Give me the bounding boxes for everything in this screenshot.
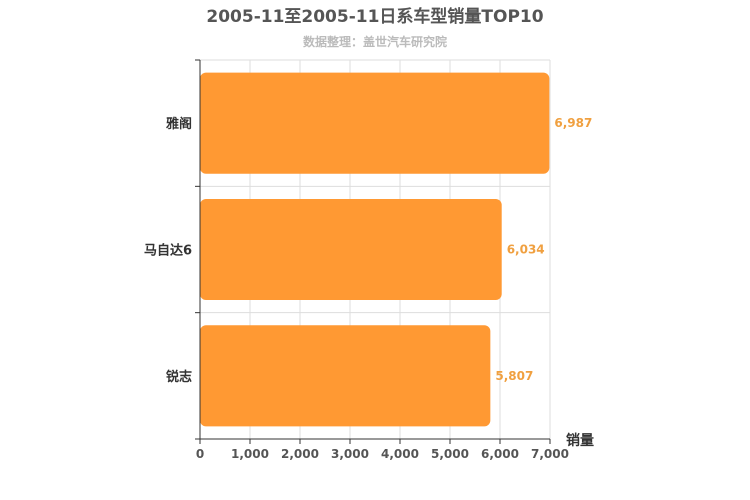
chart-title: 2005-11至2005-11日系车型销量TOP10 bbox=[206, 6, 543, 27]
category-label: 雅阁 bbox=[166, 116, 192, 132]
axes bbox=[195, 59, 550, 440]
x-tick-label: 1,000 bbox=[231, 447, 269, 461]
x-tick-label: 0 bbox=[196, 447, 204, 461]
category-label: 锐志 bbox=[166, 369, 192, 385]
x-tick-label: 4,000 bbox=[381, 447, 419, 461]
x-tick-label: 3,000 bbox=[331, 447, 369, 461]
value-label: 6,034 bbox=[507, 243, 545, 257]
x-tick-label: 2,000 bbox=[281, 447, 319, 461]
bar bbox=[200, 198, 502, 301]
bar bbox=[200, 325, 491, 427]
x-axis-label: 销量 bbox=[566, 432, 594, 449]
chart-subtitle: 数据整理：盖世汽车研究院 bbox=[303, 34, 447, 49]
bars: 6,987 6,034 5,807 bbox=[200, 72, 592, 427]
x-tick-label: 6,000 bbox=[481, 447, 519, 461]
value-label: 5,807 bbox=[495, 369, 533, 383]
value-label: 6,987 bbox=[554, 116, 592, 130]
bar bbox=[200, 72, 550, 174]
x-tick-label: 5,000 bbox=[431, 447, 469, 461]
x-tick-label: 7,000 bbox=[531, 447, 569, 461]
x-axis-ticks: 0 1,000 2,000 3,000 4,000 5,000 6,000 7,000 bbox=[196, 439, 569, 461]
category-label: 马自达6 bbox=[144, 243, 192, 259]
